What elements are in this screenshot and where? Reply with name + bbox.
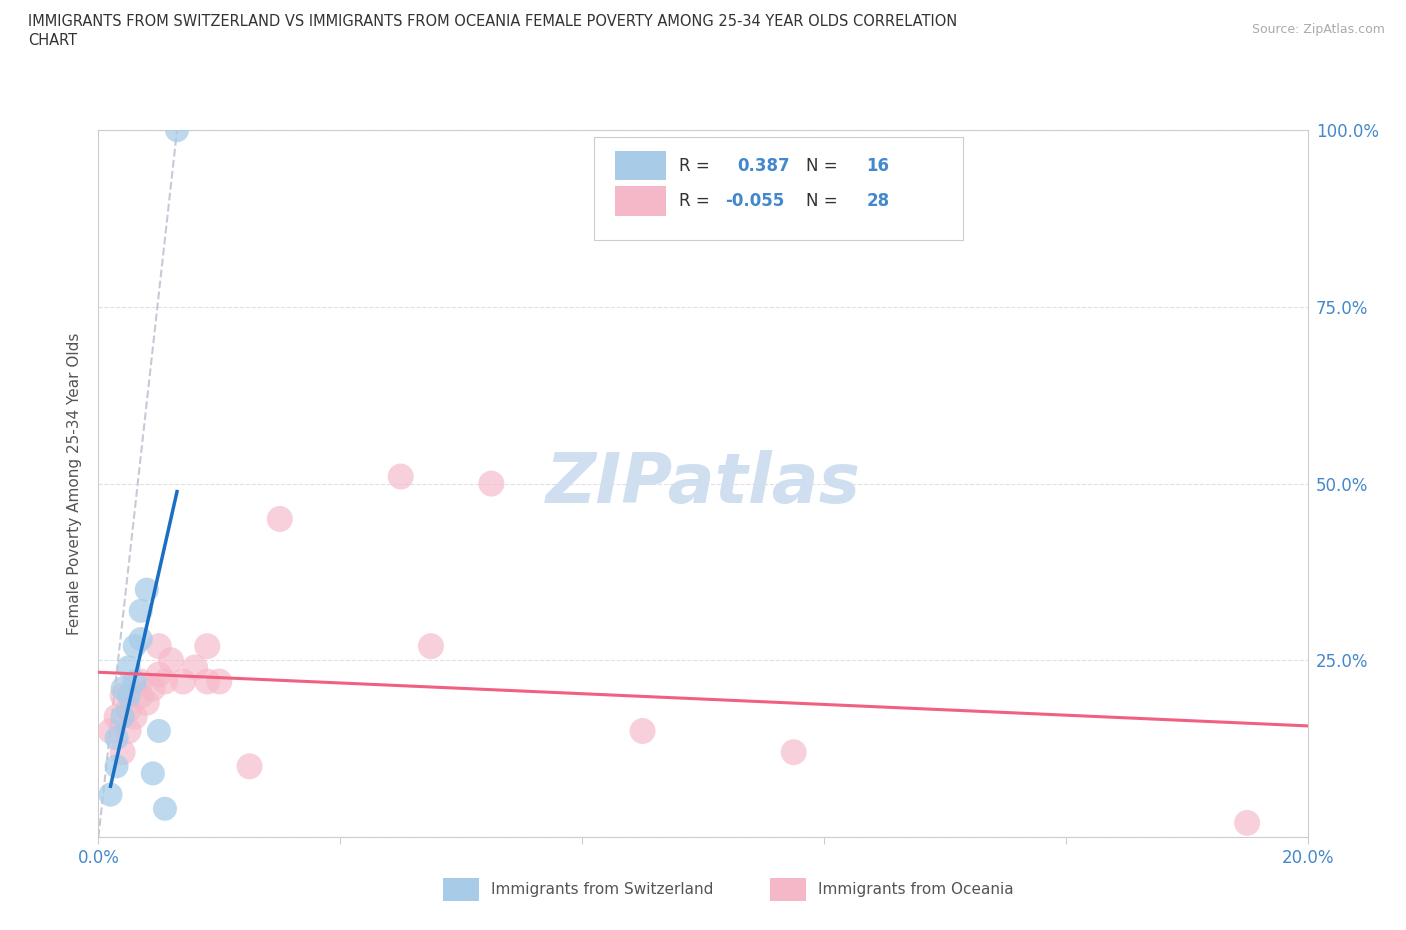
Text: Immigrants from Oceania: Immigrants from Oceania bbox=[818, 882, 1014, 897]
Point bbox=[129, 604, 152, 618]
Point bbox=[1236, 816, 1258, 830]
Point bbox=[118, 724, 141, 738]
Point bbox=[195, 674, 218, 689]
Point bbox=[166, 123, 188, 138]
Text: -0.055: -0.055 bbox=[724, 192, 785, 210]
Point bbox=[160, 653, 183, 668]
Point bbox=[239, 759, 262, 774]
Point bbox=[111, 745, 134, 760]
Point bbox=[111, 688, 134, 703]
Point bbox=[195, 639, 218, 654]
FancyBboxPatch shape bbox=[595, 138, 963, 240]
FancyBboxPatch shape bbox=[443, 878, 479, 900]
Point bbox=[148, 667, 170, 682]
Point bbox=[389, 469, 412, 484]
Point bbox=[111, 681, 134, 696]
Point bbox=[631, 724, 654, 738]
Point bbox=[269, 512, 291, 526]
Point bbox=[148, 639, 170, 654]
Point bbox=[129, 674, 152, 689]
Point bbox=[142, 766, 165, 781]
Text: Immigrants from Switzerland: Immigrants from Switzerland bbox=[492, 882, 714, 897]
Point bbox=[105, 731, 128, 746]
Point bbox=[118, 660, 141, 675]
Point bbox=[129, 688, 152, 703]
Text: R =: R = bbox=[679, 192, 714, 210]
Point bbox=[118, 702, 141, 717]
Point bbox=[105, 759, 128, 774]
FancyBboxPatch shape bbox=[614, 186, 665, 216]
Point bbox=[100, 724, 122, 738]
Text: IMMIGRANTS FROM SWITZERLAND VS IMMIGRANTS FROM OCEANIA FEMALE POVERTY AMONG 25-3: IMMIGRANTS FROM SWITZERLAND VS IMMIGRANT… bbox=[28, 14, 957, 29]
Text: 28: 28 bbox=[866, 192, 890, 210]
Text: 16: 16 bbox=[866, 156, 889, 175]
Text: CHART: CHART bbox=[28, 33, 77, 47]
Point bbox=[148, 724, 170, 738]
Point bbox=[105, 710, 128, 724]
Point bbox=[153, 674, 176, 689]
Point bbox=[783, 745, 806, 760]
Point bbox=[172, 674, 194, 689]
Point bbox=[124, 674, 146, 689]
Point bbox=[124, 639, 146, 654]
Text: 0.387: 0.387 bbox=[737, 156, 790, 175]
Point bbox=[184, 660, 207, 675]
Text: R =: R = bbox=[679, 156, 714, 175]
Point bbox=[100, 787, 122, 802]
Point bbox=[118, 688, 141, 703]
Text: Source: ZipAtlas.com: Source: ZipAtlas.com bbox=[1251, 23, 1385, 36]
Point bbox=[420, 639, 443, 654]
Point bbox=[129, 631, 152, 646]
Text: N =: N = bbox=[806, 192, 842, 210]
Text: N =: N = bbox=[806, 156, 842, 175]
FancyBboxPatch shape bbox=[614, 151, 665, 180]
Point bbox=[135, 696, 157, 711]
Point bbox=[481, 476, 503, 491]
Point bbox=[208, 674, 231, 689]
Point bbox=[142, 681, 165, 696]
Y-axis label: Female Poverty Among 25-34 Year Olds: Female Poverty Among 25-34 Year Olds bbox=[67, 332, 83, 635]
Point bbox=[124, 710, 146, 724]
FancyBboxPatch shape bbox=[769, 878, 806, 900]
Point bbox=[135, 582, 157, 597]
Point bbox=[111, 710, 134, 724]
Text: ZIPatlas: ZIPatlas bbox=[546, 450, 860, 517]
Point bbox=[153, 802, 176, 817]
